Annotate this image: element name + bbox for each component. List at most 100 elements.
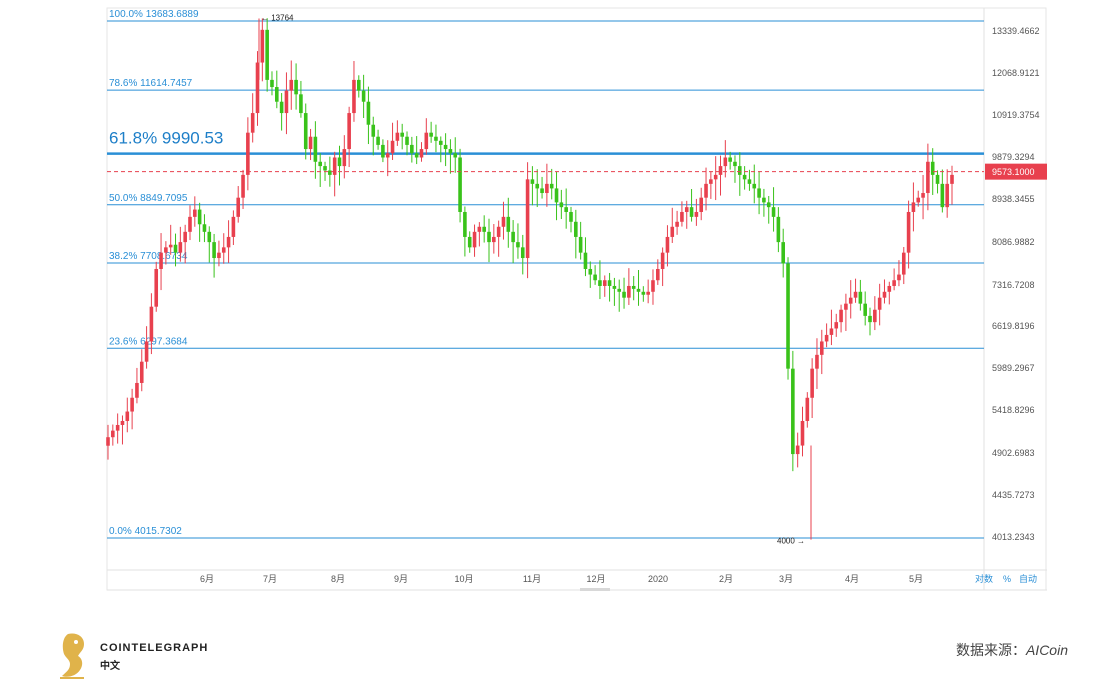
candle-body (135, 382, 139, 398)
candle-body (612, 285, 617, 289)
candle-body (303, 113, 308, 150)
candle-body (598, 280, 602, 286)
candle-body (680, 211, 684, 222)
candle-body (911, 202, 916, 212)
candle-body (414, 153, 419, 158)
candle-body (173, 244, 178, 253)
candle-body (549, 183, 554, 189)
candle-body (443, 144, 448, 150)
candle-body (593, 274, 597, 281)
candle-body (453, 153, 458, 158)
y-tick-label: 12068.9121 (992, 68, 1040, 78)
candle-body (554, 188, 559, 203)
fib-label: 23.6% 6297.3684 (109, 336, 188, 347)
candle-body (540, 188, 544, 194)
candle-body (940, 183, 945, 208)
candle-body (631, 285, 636, 289)
auto-scale-toggle[interactable]: 自动 (1019, 573, 1037, 584)
x-tick-label: 5月 (909, 574, 923, 584)
candle-body (212, 242, 216, 259)
candle-body (270, 79, 274, 88)
candle-body (265, 29, 269, 80)
candle-body (193, 209, 197, 217)
candle-body (144, 341, 149, 362)
x-tick-label: 10月 (454, 574, 473, 584)
candle-body (665, 236, 670, 253)
candle-body (660, 252, 665, 269)
candle-body (390, 140, 395, 154)
candle-body (718, 166, 723, 175)
fib-label: 50.0% 8849.7095 (109, 193, 188, 204)
candle-body (323, 166, 327, 171)
candle-body (641, 291, 646, 295)
candle-body (429, 132, 433, 137)
candle-body (926, 161, 930, 194)
candle-body (930, 161, 935, 175)
candle-body (520, 247, 525, 259)
candle-body (950, 174, 954, 184)
candle-body (757, 188, 761, 198)
candle-body (559, 202, 564, 208)
candle-body (501, 216, 506, 227)
log-scale-toggle[interactable]: 对数 (975, 573, 993, 584)
candle-body (294, 79, 298, 95)
candle-body (742, 174, 747, 180)
candle-body (111, 430, 115, 438)
candle-body (395, 132, 400, 141)
fib-label: 78.6% 11614.7457 (109, 78, 193, 89)
candle-body (617, 288, 622, 292)
candle-body (299, 94, 303, 114)
x-tick-label: 11月 (523, 574, 541, 584)
candle-body (284, 90, 289, 114)
fib-label: 38.2% 7708.6734 (109, 251, 188, 262)
y-tick-label: 4013.2343 (992, 532, 1035, 542)
candle-body (516, 242, 520, 248)
candle-body (130, 397, 134, 412)
candle-body (733, 161, 737, 167)
x-tick-label: 12月 (586, 574, 605, 584)
candle-body (670, 226, 675, 237)
ath-annotation: ← 13764 (261, 14, 294, 23)
candle-body (188, 216, 192, 232)
candle-body (786, 263, 790, 369)
candle-body (694, 211, 699, 217)
candle-body (810, 368, 814, 398)
candle-body (873, 309, 877, 323)
candle-body (675, 221, 679, 227)
candle-body (815, 354, 819, 369)
candle-body (332, 157, 337, 175)
candle-body (916, 197, 921, 203)
candle-body (115, 424, 120, 431)
candle-body (255, 62, 260, 114)
candle-body (766, 202, 771, 208)
candle-body (530, 179, 535, 184)
candle-body (762, 197, 766, 203)
candle-body (385, 153, 390, 158)
y-tick-label: 13339.4662 (992, 26, 1040, 36)
candle-body (525, 179, 530, 259)
candle-body (366, 101, 371, 125)
candle-body (250, 113, 255, 133)
x-tick-label: 6月 (200, 574, 214, 584)
candle-body (574, 221, 578, 237)
candle-body (183, 231, 187, 243)
percent-scale-toggle[interactable]: % (1003, 574, 1011, 584)
x-tick-label: 9月 (394, 574, 408, 584)
candle-body (781, 242, 785, 264)
plot-frame (106, 7, 1047, 591)
candle-body (834, 322, 839, 329)
candle-body (434, 136, 438, 141)
candle-body (168, 244, 173, 248)
candle-body (328, 170, 332, 175)
candle-body (853, 291, 858, 298)
candle-body (506, 216, 511, 232)
candle-body (747, 179, 752, 184)
candle-body (361, 90, 366, 102)
candle-body (482, 226, 486, 232)
candle-body (159, 252, 163, 269)
data-source: 数据来源：AICoin (956, 640, 1068, 660)
candle-body (467, 236, 472, 248)
candle-body (448, 149, 453, 154)
candle-body (921, 193, 925, 198)
candle-body (646, 291, 650, 295)
